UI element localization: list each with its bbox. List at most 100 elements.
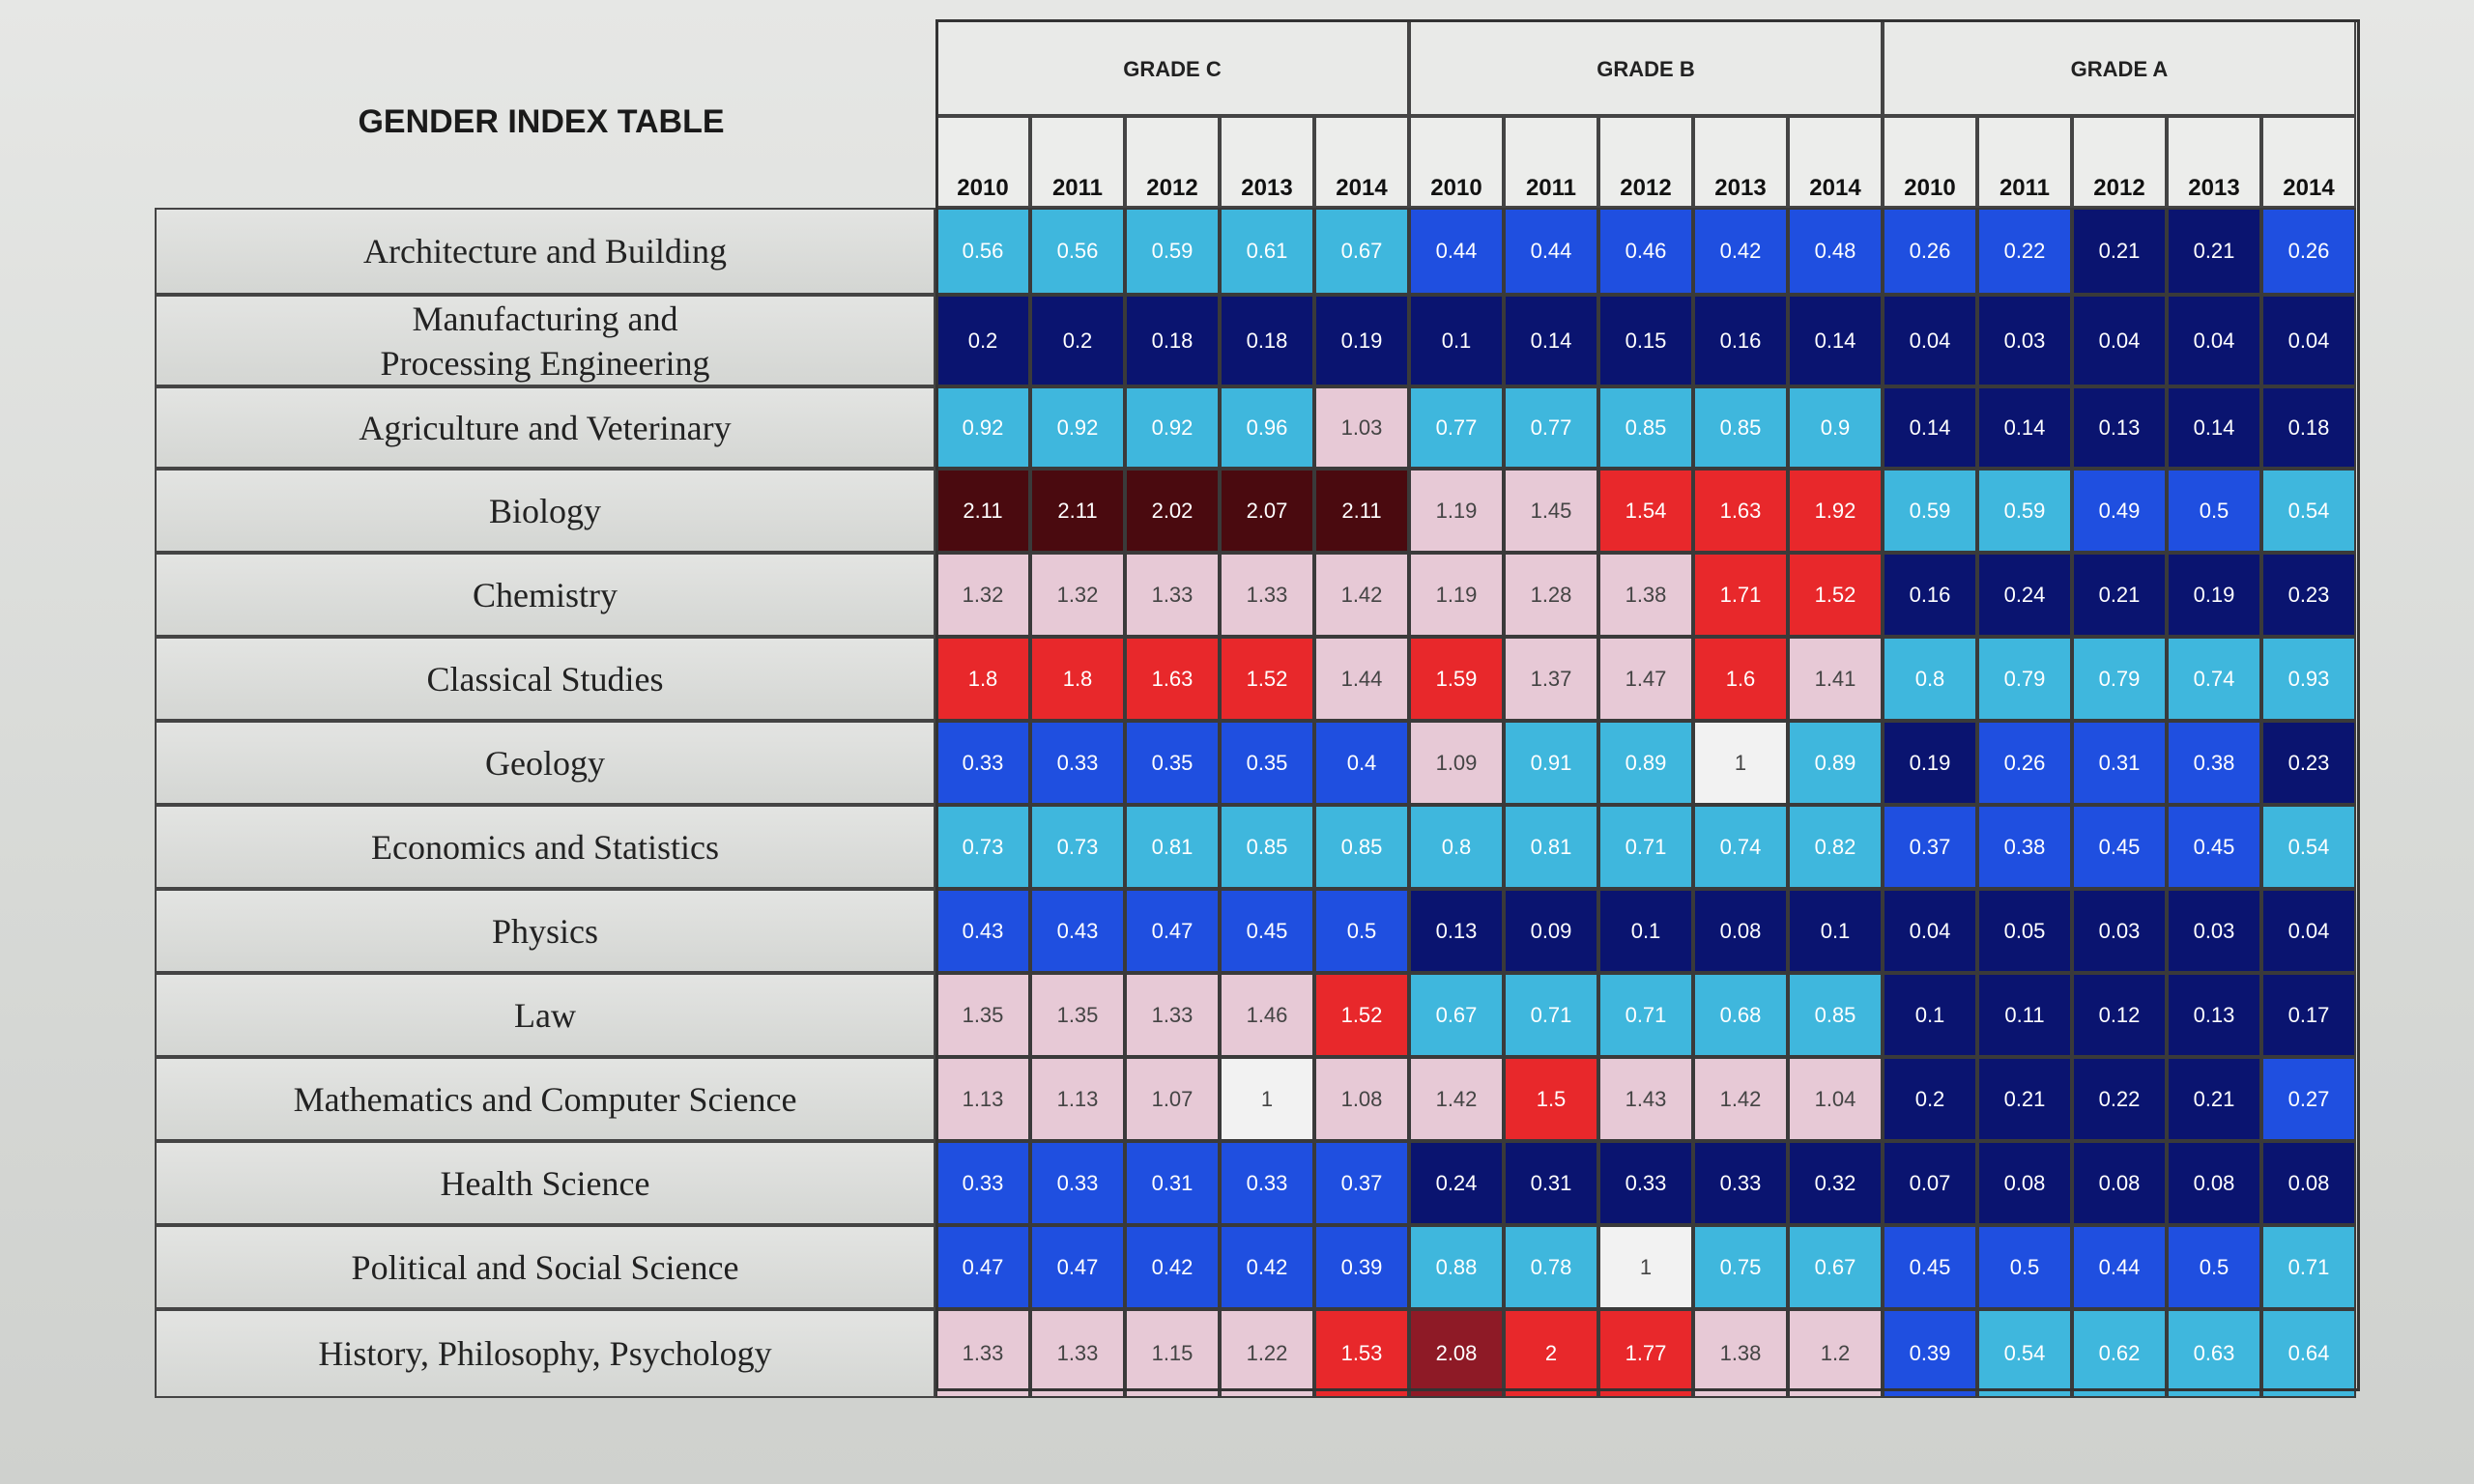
year-header: 2010 [1409, 116, 1504, 208]
grade-header-3: GRADE A [1883, 19, 2356, 116]
heatmap-cell: 0.5 [1314, 889, 1409, 973]
heatmap-cell: 0.8 [1883, 637, 1977, 721]
table-title: GENDER INDEX TABLE [358, 103, 725, 140]
heatmap-cell: 0.63 [2167, 1309, 2261, 1398]
heatmap-cell: 0.91 [1504, 721, 1598, 805]
heatmap-cell: 0.9 [1788, 386, 1883, 469]
heatmap-cell: 0.33 [1220, 1141, 1314, 1225]
heatmap-cell: 0.59 [1883, 469, 1977, 553]
heatmap-cell: 0.16 [1693, 295, 1788, 386]
heatmap-cell: 0.37 [1883, 805, 1977, 889]
heatmap-cell: 0.48 [1788, 208, 1883, 295]
heatmap-cell: 1.33 [1125, 973, 1220, 1057]
heatmap-cell: 1.22 [1220, 1309, 1314, 1398]
heatmap-cell: 1 [1693, 721, 1788, 805]
heatmap-cell: 2.08 [1409, 1309, 1504, 1398]
heatmap-cell: 0.26 [1883, 208, 1977, 295]
year-header: 2013 [2167, 116, 2261, 208]
heatmap-cell: 0.14 [1788, 295, 1883, 386]
heatmap-cell: 0.03 [2072, 889, 2167, 973]
year-header: 2013 [1220, 116, 1314, 208]
heatmap-cell: 0.1 [1883, 973, 1977, 1057]
heatmap-cell: 0.64 [2261, 1309, 2356, 1398]
heatmap-cell: 0.74 [2167, 637, 2261, 721]
heatmap-cell: 1.13 [935, 1057, 1030, 1141]
heatmap-cell: 0.33 [935, 1141, 1030, 1225]
heatmap-cell: 0.13 [2167, 973, 2261, 1057]
heatmap-cell: 0.8 [1409, 805, 1504, 889]
heatmap-cell: 0.09 [1504, 889, 1598, 973]
row-label: Geology [155, 721, 935, 805]
heatmap-cell: 1.33 [935, 1309, 1030, 1398]
heatmap-cell: 0.73 [1030, 805, 1125, 889]
heatmap-cell: 1 [1220, 1057, 1314, 1141]
heatmap-cell: 0.77 [1409, 386, 1504, 469]
row-label: Chemistry [155, 553, 935, 637]
heatmap-cell: 1.52 [1220, 637, 1314, 721]
year-header: 2010 [935, 116, 1030, 208]
year-header: 2012 [1598, 116, 1693, 208]
heatmap-cell: 0.08 [2072, 1141, 2167, 1225]
heatmap-cell: 1.33 [1030, 1309, 1125, 1398]
heatmap-cell: 0.35 [1125, 721, 1220, 805]
heatmap-cell: 0.32 [1788, 1141, 1883, 1225]
row-label: Health Science [155, 1141, 935, 1225]
row-label: Agriculture and Veterinary [155, 386, 935, 469]
heatmap-cell: 0.78 [1504, 1225, 1598, 1309]
heatmap-cell: 0.14 [1504, 295, 1598, 386]
heatmap-cell: 1.52 [1314, 973, 1409, 1057]
heatmap-cell: 1.52 [1788, 553, 1883, 637]
heatmap-cell: 0.46 [1598, 208, 1693, 295]
heatmap-cell: 0.39 [1314, 1225, 1409, 1309]
heatmap-cell: 0.56 [1030, 208, 1125, 295]
heatmap-cell: 0.71 [1598, 973, 1693, 1057]
heatmap-cell: 1.19 [1409, 469, 1504, 553]
heatmap-cell: 0.22 [1977, 208, 2072, 295]
heatmap-cell: 0.92 [1030, 386, 1125, 469]
heatmap-cell: 0.21 [2072, 553, 2167, 637]
heatmap-cell: 0.42 [1693, 208, 1788, 295]
row-label: Manufacturing and Processing Engineering [155, 295, 935, 386]
heatmap-cell: 0.45 [2167, 805, 2261, 889]
heatmap-cell: 0.44 [1409, 208, 1504, 295]
heatmap-cell: 1.38 [1693, 1309, 1788, 1398]
row-label: Law [155, 973, 935, 1057]
heatmap-cell: 0.67 [1788, 1225, 1883, 1309]
heatmap-cell: 0.56 [935, 208, 1030, 295]
heatmap-cell: 0.81 [1504, 805, 1598, 889]
year-header: 2011 [1977, 116, 2072, 208]
heatmap-cell: 0.12 [2072, 973, 2167, 1057]
heatmap-cell: 1.44 [1314, 637, 1409, 721]
year-header: 2014 [2261, 116, 2356, 208]
heatmap-cell: 0.21 [1977, 1057, 2072, 1141]
heatmap-cell: 0.08 [1977, 1141, 2072, 1225]
heatmap-cell: 1.35 [935, 973, 1030, 1057]
heatmap-cell: 2.11 [1314, 469, 1409, 553]
heatmap-cell: 0.33 [1598, 1141, 1693, 1225]
heatmap-cell: 1.8 [935, 637, 1030, 721]
heatmap-cell: 0.08 [1693, 889, 1788, 973]
heatmap-cell: 0.89 [1788, 721, 1883, 805]
heatmap-cell: 0.18 [1125, 295, 1220, 386]
heatmap-cell: 0.61 [1220, 208, 1314, 295]
heatmap-cell: 0.45 [1883, 1225, 1977, 1309]
heatmap-cell: 1.35 [1030, 973, 1125, 1057]
heatmap-cell: 1.15 [1125, 1309, 1220, 1398]
heatmap-cell: 1.54 [1598, 469, 1693, 553]
year-header: 2013 [1693, 116, 1788, 208]
heatmap-cell: 1.32 [935, 553, 1030, 637]
heatmap-cell: 1.38 [1598, 553, 1693, 637]
heatmap-cell: 0.89 [1598, 721, 1693, 805]
heatmap-cell: 0.04 [1883, 295, 1977, 386]
heatmap-cell: 1.71 [1693, 553, 1788, 637]
heatmap-cell: 0.21 [2072, 208, 2167, 295]
heatmap-cell: 0.14 [1977, 386, 2072, 469]
heatmap-cell: 1.53 [1314, 1309, 1409, 1398]
year-header: 2011 [1030, 116, 1125, 208]
heatmap-cell: 1.43 [1598, 1057, 1693, 1141]
heatmap-cell: 0.67 [1409, 973, 1504, 1057]
heatmap-cell: 0.35 [1220, 721, 1314, 805]
heatmap-cell: 0.37 [1314, 1141, 1409, 1225]
heatmap-cell: 0.26 [2261, 208, 2356, 295]
heatmap-cell: 0.04 [2167, 295, 2261, 386]
